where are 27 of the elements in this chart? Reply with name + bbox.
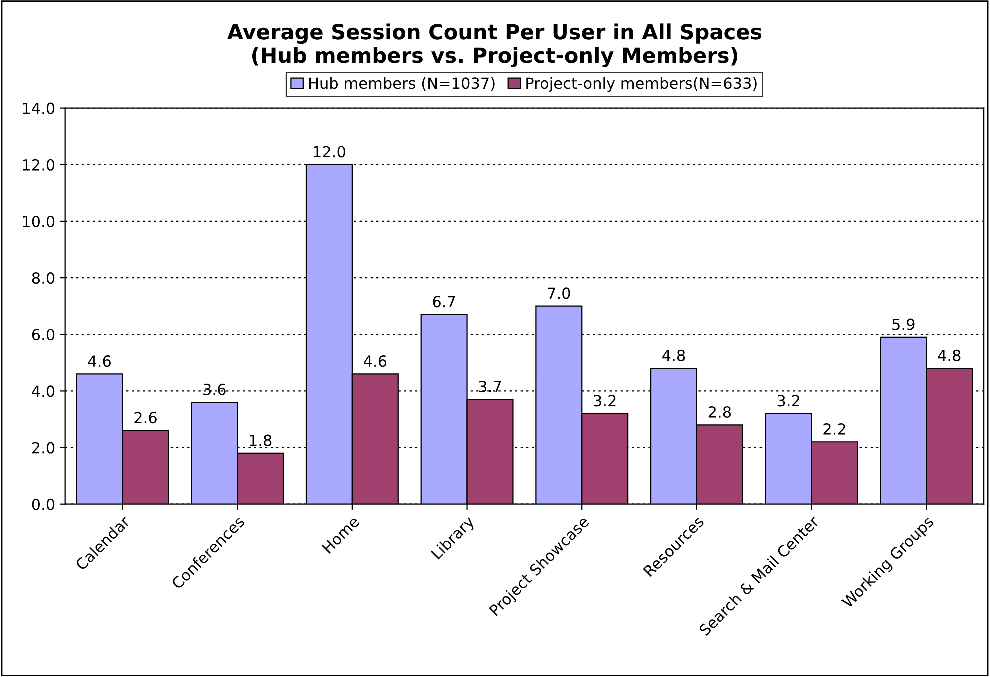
data-label: 7.0 [548,288,570,300]
y-tick-label: 14.0 [23,102,55,114]
y-tick-label: 10.0 [23,216,55,228]
data-label: 12.0 [314,146,346,158]
y-tick-label: 8.0 [32,272,55,284]
data-label: 2.8 [708,406,732,418]
data-label: 4.8 [662,350,686,362]
legend-label: Hub members (N=1037) [310,77,495,91]
data-label: 3.2 [778,395,800,407]
data-label: 2.2 [824,423,846,435]
data-label: 3.7 [479,381,502,393]
y-tick-label: 0.0 [32,498,55,510]
data-label: 1.8 [250,434,272,446]
y-tick-label: 6.0 [32,329,55,341]
data-label: 2.6 [134,412,157,424]
data-label: 4.6 [364,356,387,368]
y-tick-label: 12.0 [23,159,55,171]
y-tick-label: 2.0 [32,442,55,454]
data-label: 4.6 [88,356,111,368]
data-label: 3.6 [204,384,226,396]
data-label: 5.9 [892,318,915,330]
chart-title: Average Session Count Per User in All Spaces (Hub members vs. Project-only Members) [227,24,762,68]
data-label: 3.2 [594,395,616,407]
data-label: 4.8 [938,350,961,362]
legend-label: Project-only members(N=633) [526,77,757,92]
y-tick-label: 4.0 [32,386,55,398]
data-label: 6.7 [433,296,456,308]
